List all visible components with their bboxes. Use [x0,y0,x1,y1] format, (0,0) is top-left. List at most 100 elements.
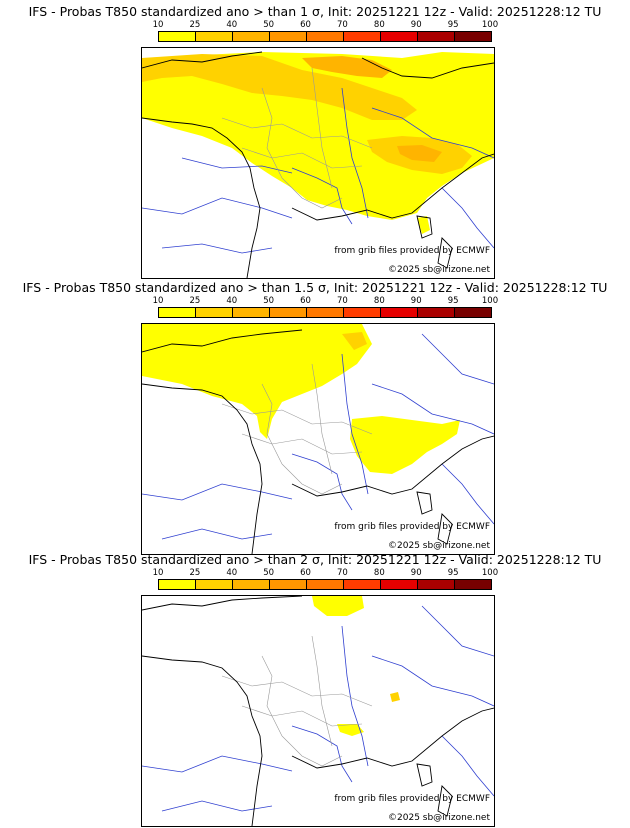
colorbar-segment [196,308,233,317]
coastlines [142,596,494,826]
colorbar-segment [159,580,196,589]
colorbar-tick-label: 40 [226,296,238,306]
colorbar-tick-label: 70 [337,20,348,30]
probability-map: from grib files provided by ECMWF ©2025 … [141,595,495,827]
colorbar-segment [233,580,270,589]
coastlines [142,51,494,278]
rivers [142,605,494,812]
grib-credit: from grib files provided by ECMWF [334,246,490,256]
site-credit: ©2025 sb@irizone.net [388,813,490,823]
rivers [142,87,494,254]
colorbar-tick-label: 95 [447,296,459,306]
regions [221,363,373,495]
map-panel-1sigma: IFS - Probas T850 standardized ano > tha… [0,0,630,279]
colorbar-segment [270,32,307,41]
coastlines [142,329,494,554]
colorbar-tick-label: 70 [337,296,348,306]
colorbar-tick-label: 80 [373,296,385,306]
colorbar-segment [418,580,455,589]
colorbar-tick-label: 25 [189,568,201,578]
colorbar-tick-label: 50 [263,20,275,30]
colorbar-segment [159,32,196,41]
colorbar-tick-label: 25 [189,296,201,306]
colorbar-segment [455,308,491,317]
map-drawing [142,324,494,554]
colorbar-tick-label: 95 [447,568,459,578]
colorbar-tick-label: 10 [152,20,164,30]
prob-area-25-alps [390,692,400,702]
colorbar-tick-label: 100 [481,568,499,578]
prob-area-25 [342,332,367,350]
prob-area-corsica [417,216,430,234]
colorbar-tick-label: 40 [226,568,238,578]
colorbar-segment [344,308,381,317]
probability-map: from grib files provided by ECMWF ©2025 … [141,323,495,555]
site-credit: ©2025 sb@irizone.net [388,541,490,551]
probability-colorbar [158,31,492,42]
prob-area-10-alps [350,416,460,474]
colorbar-tick-label: 25 [189,20,201,30]
colorbar-segment [233,32,270,41]
colorbar-segment [418,308,455,317]
colorbar-tick-label: 80 [373,20,385,30]
colorbar-segment [196,580,233,589]
colorbar-segment [307,32,344,41]
colorbar-labels: 10 25 40 50 60 70 80 90 95 100 [153,296,499,307]
colorbar-tick-label: 90 [410,20,422,30]
colorbar-tick-label: 10 [152,568,164,578]
regions [221,635,373,767]
probability-colorbar [158,307,492,318]
prob-area-10-south [337,724,364,736]
colorbar-segment [418,32,455,41]
prob-area-40-alps [397,145,442,162]
colorbar-segment [381,308,418,317]
map-panel-1-5sigma: IFS - Probas T850 standardized ano > tha… [0,276,630,555]
regions [221,67,373,209]
colorbar-segment [196,32,233,41]
colorbar-labels: 10 25 40 50 60 70 80 90 95 100 [153,568,499,579]
colorbar-tick-label: 90 [410,296,422,306]
prob-area-10 [142,324,372,439]
colorbar-tick-label: 95 [447,20,459,30]
colorbar-tick-label: 50 [263,568,275,578]
colorbar-segment [307,308,344,317]
colorbar-segment [344,32,381,41]
colorbar-segment [270,580,307,589]
colorbar-segment [381,32,418,41]
map-drawing [142,51,494,278]
panel-title: IFS - Probas T850 standardized ano > tha… [28,4,602,19]
colorbar-tick-label: 60 [300,296,311,306]
probability-map: from grib files provided by ECMWF ©2025 … [141,47,495,279]
colorbar-tick-label: 70 [337,568,348,578]
colorbar-tick-label: 60 [300,568,311,578]
map-drawing [142,596,494,826]
colorbar-tick-label: 50 [263,296,275,306]
colorbar-tick-label: 100 [481,296,499,306]
rivers [142,333,494,540]
colorbar-tick-label: 80 [373,568,385,578]
colorbar-segment [233,308,270,317]
colorbar-segment [344,580,381,589]
prob-area-10 [142,52,494,220]
panel-title: IFS - Probas T850 standardized ano > tha… [28,552,602,567]
colorbar-segment [455,580,491,589]
colorbar-labels: 10 25 40 50 60 70 80 90 95 100 [153,20,499,31]
colorbar-segment [455,32,491,41]
grib-credit: from grib files provided by ECMWF [334,794,490,804]
grib-credit: from grib files provided by ECMWF [334,522,490,532]
colorbar-segment [307,580,344,589]
prob-area-25 [142,54,417,120]
panel-title: IFS - Probas T850 standardized ano > tha… [22,280,608,295]
prob-area-10-north [312,596,364,616]
site-credit: ©2025 sb@irizone.net [388,265,490,275]
colorbar-tick-label: 40 [226,20,238,30]
colorbar-tick-label: 10 [152,296,164,306]
probability-colorbar [158,579,492,590]
colorbar-tick-label: 100 [481,20,499,30]
colorbar-tick-label: 90 [410,568,422,578]
colorbar-segment [270,308,307,317]
colorbar-tick-label: 60 [300,20,311,30]
map-panel-2sigma: IFS - Probas T850 standardized ano > tha… [0,548,630,827]
colorbar-segment [381,580,418,589]
colorbar-segment [159,308,196,317]
